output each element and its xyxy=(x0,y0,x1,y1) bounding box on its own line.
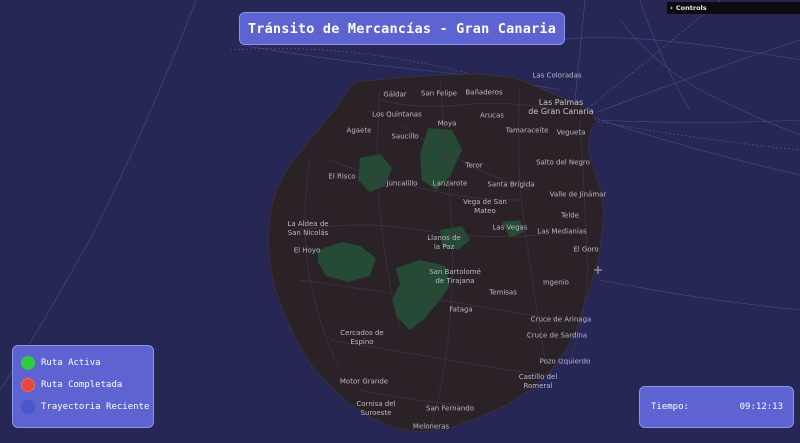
completed-route-icon xyxy=(21,378,35,392)
place-label: Las Coloradas xyxy=(532,71,582,80)
place-label: Motor Grande xyxy=(339,377,389,386)
road-network xyxy=(299,79,589,429)
place-label: Ingenio xyxy=(543,278,569,287)
place-label: La Aldea de San Nicolás xyxy=(287,220,329,237)
legend-label: Trayectoria Reciente xyxy=(41,402,150,412)
place-label: Pozo Izquierdo xyxy=(539,357,591,366)
place-label: Vega de San Mateo xyxy=(463,198,507,215)
place-label: Los Quintanas xyxy=(372,110,422,119)
place-label: San Fernando xyxy=(426,404,474,413)
time-value: 09:12:13 xyxy=(739,402,783,412)
airport-icon xyxy=(594,266,602,274)
controls-toggle[interactable]: › Controls xyxy=(667,2,800,14)
place-label: Tamaraceite xyxy=(505,126,549,135)
place-label: Juncalillo xyxy=(386,179,418,188)
place-label: San Bartolomé de Tirajana xyxy=(429,268,481,285)
island-landmass xyxy=(267,73,605,433)
legend-item-active: Ruta Activa xyxy=(21,355,101,371)
place-label: Cercados de Espino xyxy=(340,329,384,346)
active-route-icon xyxy=(21,356,35,370)
controls-label: Controls xyxy=(675,4,707,12)
legend-item-completed: Ruta Completada xyxy=(21,377,122,393)
place-label: Teror xyxy=(465,161,483,170)
place-label: Lanzarote xyxy=(432,179,468,188)
place-label: Temisas xyxy=(489,288,517,297)
recent-trajectory-icon xyxy=(21,400,35,414)
place-label: Telde xyxy=(560,211,580,220)
place-label: Meloneras xyxy=(412,422,450,431)
place-label: Las Medianías xyxy=(537,227,587,236)
place-label: Gáldar xyxy=(383,90,407,99)
place-label: Bañaderos xyxy=(465,88,503,97)
place-label: Moya xyxy=(437,119,457,128)
place-label: Saucillo xyxy=(391,132,419,141)
place-label: Castillo del Romeral xyxy=(518,373,558,390)
place-label: El Risco xyxy=(328,172,356,181)
place-label: Salto del Negro xyxy=(536,158,590,167)
legend-panel: Ruta Activa Ruta Completada Trayectoria … xyxy=(12,345,154,428)
place-label: Vegueta xyxy=(556,128,586,137)
legend-label: Ruta Completada xyxy=(41,380,123,390)
place-label: El Goro xyxy=(573,245,599,254)
place-label: Fataga xyxy=(449,305,473,314)
map-title: Tránsito de Mercancías - Gran Canaria xyxy=(239,12,565,45)
page-title: Tránsito de Mercancías - Gran Canaria xyxy=(247,20,557,37)
place-label: Santa Brígida xyxy=(487,180,535,189)
chevron-right-icon: › xyxy=(670,4,673,12)
place-label: Agaete xyxy=(346,126,372,135)
place-label: Las Vegas xyxy=(492,223,528,232)
place-label: Cruce de Sardina xyxy=(526,331,588,340)
place-label: San Felipe xyxy=(421,89,457,98)
legend-item-recent: Trayectoria Reciente xyxy=(21,399,149,415)
place-label: Llanos de la Paz xyxy=(427,234,461,251)
sea-dashed-lines xyxy=(229,0,800,151)
legend-label: Ruta Activa xyxy=(41,358,101,368)
time-panel: Tiempo: 09:12:13 xyxy=(639,386,794,428)
place-label: Las Palmas de Gran Canaria xyxy=(528,98,594,116)
place-label: Cornisa del Suroeste xyxy=(356,400,396,417)
place-label: Valle de Jinámar xyxy=(549,190,607,199)
time-label: Tiempo: xyxy=(651,402,689,412)
place-label: El Hoyo xyxy=(293,246,321,255)
place-label: Cruce de Arinaga xyxy=(530,315,592,324)
place-label: Arucas xyxy=(480,111,504,120)
